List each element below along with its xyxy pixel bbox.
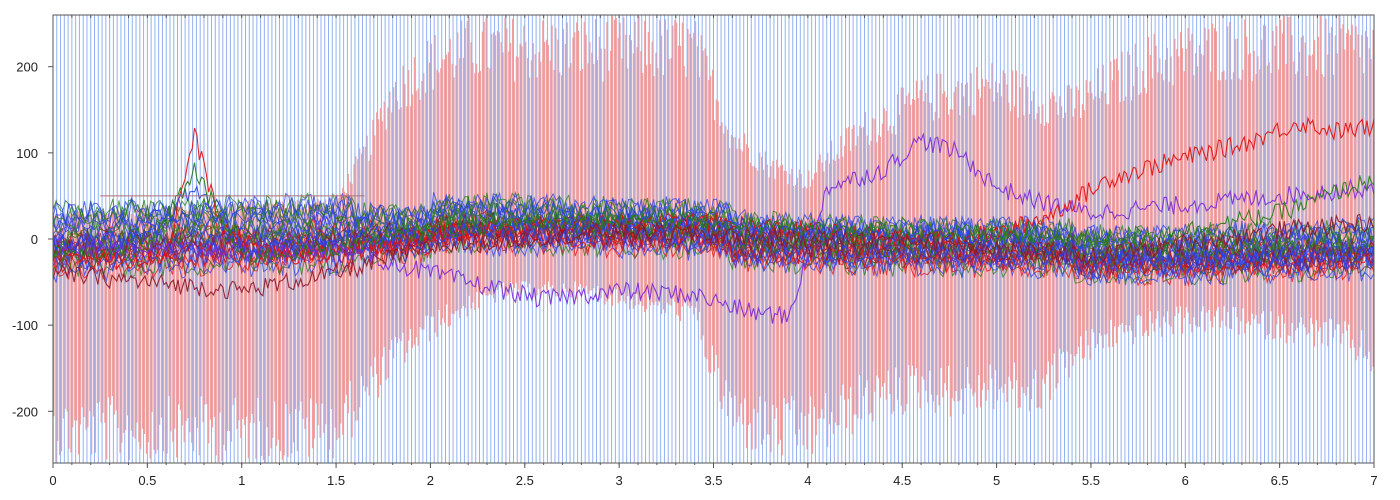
trace-line — [53, 228, 1374, 286]
y-tick-label: -100 — [12, 318, 38, 333]
x-tick-label: 1 — [238, 473, 245, 488]
series-line — [53, 162, 1374, 265]
x-tick-label: 2 — [427, 473, 434, 488]
trace-line — [53, 192, 1374, 250]
x-tick-label: 6 — [1182, 473, 1189, 488]
y-tick-label: 200 — [16, 60, 38, 75]
x-tick-label: 2.5 — [516, 473, 534, 488]
x-tick-label: 6.5 — [1271, 473, 1289, 488]
x-tick-label: 5.5 — [1082, 473, 1100, 488]
x-tick-label: 4.5 — [893, 473, 911, 488]
x-tick-label: 0 — [49, 473, 56, 488]
x-tick-label: 3 — [616, 473, 623, 488]
x-tick-label: 5 — [993, 473, 1000, 488]
y-tick-label: -200 — [12, 404, 38, 419]
x-tick-label: 4 — [804, 473, 811, 488]
series-lines — [53, 116, 1374, 324]
y-tick-label: 0 — [31, 232, 38, 247]
x-tick-label: 1.5 — [327, 473, 345, 488]
trace-line — [53, 191, 1374, 249]
trace-line — [53, 193, 1374, 250]
series-line — [53, 213, 1374, 299]
y-tick-label: 100 — [16, 146, 38, 161]
x-tick-label: 3.5 — [704, 473, 722, 488]
series-line — [53, 184, 1374, 272]
axes: 0 0.5 1 1.5 2 2.5 3 3.5 4 4.5 5 5.5 6 6.5 7 200 100 0 -100… — [12, 15, 1378, 488]
x-tick-label: 7 — [1370, 473, 1377, 488]
x-tick-label: 0.5 — [138, 473, 156, 488]
